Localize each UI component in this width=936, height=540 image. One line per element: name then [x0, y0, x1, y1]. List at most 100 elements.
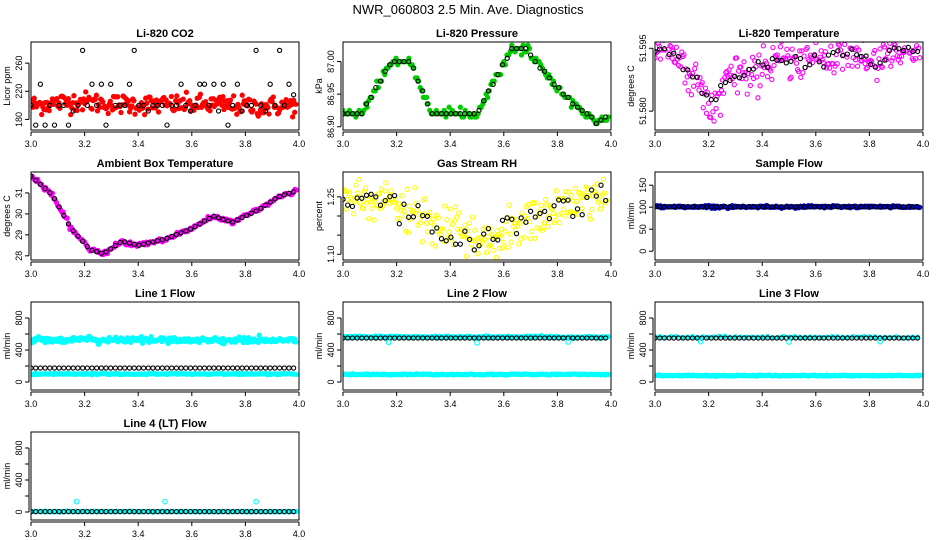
point-avg — [51, 365, 58, 371]
point-avg — [262, 202, 269, 208]
point-raw — [731, 81, 737, 88]
point-avg — [183, 228, 189, 234]
point-raw — [845, 62, 851, 69]
point-raw — [355, 190, 361, 196]
point-raw — [681, 52, 687, 58]
point-avg — [234, 81, 241, 87]
point-avg — [173, 102, 180, 109]
point-avg — [201, 365, 208, 371]
point-raw — [452, 204, 459, 210]
points — [31, 47, 299, 128]
x-tick-label: 4.0 — [605, 269, 618, 279]
point-avg — [574, 206, 581, 212]
point-avg — [900, 47, 907, 54]
panel-licor_temp: Li-820 Temperature 3.0 3.2 3.4 3.6 3.8 4.0 51.5… — [626, 28, 929, 149]
plot-frame — [30, 431, 300, 521]
point-avg — [225, 122, 231, 128]
x-tick-label: 4.0 — [605, 139, 618, 149]
point-avg — [713, 96, 719, 103]
point-raw — [876, 56, 882, 62]
point-raw — [726, 67, 732, 73]
point-avg — [84, 243, 90, 250]
point-raw — [356, 176, 362, 183]
point-avg — [192, 365, 198, 371]
point-raw — [717, 112, 724, 118]
point-avg — [112, 365, 119, 371]
point-raw — [382, 188, 388, 194]
panel-line3: Line 3 Flow 3.0 3.2 3.4 3.6 3.8 4.0 0 400 800ml/m… — [626, 288, 929, 409]
point-avg — [126, 81, 133, 87]
panel-rh: Gas Stream RH 3.0 3.2 3.4 3.6 3.8 4.0 1.10 1.25p… — [314, 158, 617, 279]
point-raw — [514, 216, 520, 223]
point-raw — [374, 202, 380, 208]
point-avg — [527, 208, 534, 214]
point-raw — [283, 96, 289, 103]
point-raw — [219, 102, 225, 108]
point-avg — [33, 122, 39, 128]
point-avg — [420, 88, 426, 94]
point-raw — [490, 247, 496, 253]
point-avg — [466, 236, 473, 243]
x-tick-label: 3.8 — [863, 139, 876, 149]
point-avg — [387, 193, 393, 200]
point-avg — [882, 57, 888, 63]
point-raw — [834, 61, 840, 67]
point-avg — [258, 365, 264, 371]
point-raw — [256, 111, 262, 117]
x-tick-label: 3.4 — [756, 139, 769, 149]
point-avg — [551, 203, 557, 209]
point-raw — [352, 199, 358, 205]
point-raw — [227, 97, 234, 103]
point-raw — [92, 96, 98, 103]
point-avg — [239, 108, 245, 114]
point-raw — [771, 62, 777, 69]
point-raw — [696, 87, 702, 93]
point-raw — [506, 202, 512, 208]
x-tick-label: 4.0 — [293, 529, 306, 539]
point-avg — [187, 365, 194, 371]
point-avg — [741, 72, 747, 78]
point-avg — [276, 365, 283, 371]
point-raw — [759, 71, 765, 78]
point-avg — [42, 122, 48, 128]
point-avg — [675, 53, 682, 60]
point-avg — [154, 238, 161, 244]
point-avg — [290, 92, 297, 98]
point-avg — [373, 84, 379, 91]
point-outlier — [162, 498, 168, 505]
point-raw — [425, 229, 431, 235]
point-raw — [485, 234, 491, 240]
point-raw — [657, 56, 664, 62]
point-raw — [804, 44, 810, 51]
point-avg — [108, 246, 114, 252]
x-tick-label: 3.6 — [810, 269, 823, 279]
point-avg — [844, 51, 850, 57]
x-tick-label: 3.6 — [186, 529, 199, 539]
panel-line4: Line 4 (LT) Flow 3.0 3.2 3.4 3.6 3.8 4.0 0 400 80… — [2, 418, 305, 539]
point-avg — [579, 107, 585, 114]
point-raw — [457, 104, 464, 110]
point-avg — [476, 107, 482, 114]
x-tick-label: 3.2 — [702, 139, 715, 149]
point-avg — [272, 102, 278, 109]
point-raw — [450, 241, 457, 248]
point-avg — [244, 212, 250, 219]
point-raw — [852, 57, 859, 63]
point-raw — [360, 205, 367, 212]
x-tick-label: 4.0 — [917, 269, 930, 279]
point-raw — [516, 241, 522, 247]
point-avg — [556, 197, 562, 203]
points — [31, 332, 299, 378]
x-tick-label: 3.4 — [756, 399, 769, 409]
y-axis-label: ml/min — [2, 333, 12, 360]
point-avg — [424, 101, 431, 107]
point-avg — [42, 185, 48, 192]
point-raw — [505, 244, 511, 250]
point-avg — [764, 64, 771, 71]
point-raw — [801, 53, 807, 59]
point-raw — [466, 220, 473, 226]
point-avg — [103, 249, 109, 255]
y-axis-label: Licor ppm — [2, 66, 12, 106]
point-avg — [262, 365, 269, 371]
point-raw — [493, 254, 499, 260]
